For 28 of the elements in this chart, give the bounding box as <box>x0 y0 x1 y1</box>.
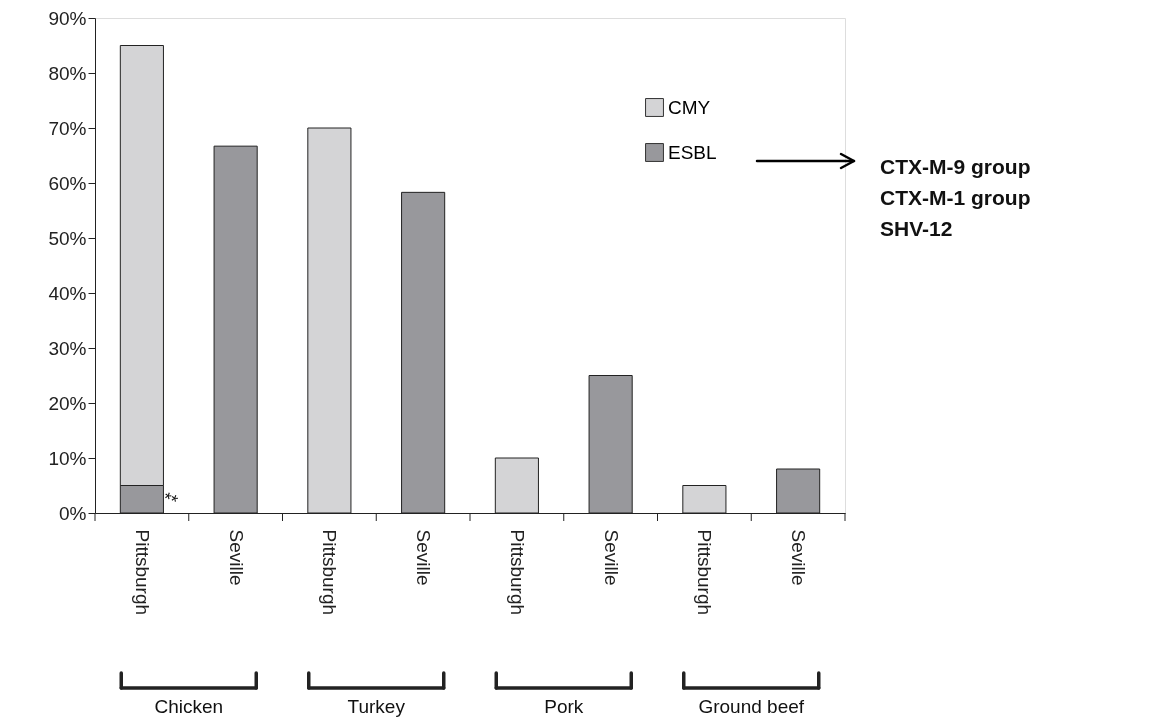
x-tick-label: Pittsburgh <box>131 529 153 616</box>
x-tick-label: Seville <box>600 529 622 586</box>
y-tick-label: 90% <box>48 7 87 29</box>
text: Ground beef <box>698 696 805 717</box>
x-tick-label: Pittsburgh <box>694 529 716 616</box>
text: Chicken <box>154 696 224 717</box>
y-tick-label: 50% <box>48 227 87 249</box>
annotation: ** <box>160 488 181 512</box>
y-tick-label: 30% <box>48 337 87 359</box>
text: Pork <box>544 696 584 717</box>
text: CTX-M-1 group <box>880 186 1031 209</box>
x-tick-label: Seville <box>788 529 810 586</box>
y-tick-label: 80% <box>48 62 87 84</box>
x-tick-label: Pittsburgh <box>319 529 341 616</box>
y-tick-label: 40% <box>48 282 87 304</box>
text: SHV-12 <box>880 217 953 240</box>
y-tick-label: 20% <box>48 392 87 414</box>
y-tick-label: 70% <box>48 117 87 139</box>
x-tick-label: Seville <box>225 529 247 586</box>
x-tick-label: Seville <box>413 529 435 586</box>
x-tick-label: Pittsburgh <box>506 529 528 616</box>
y-tick-label: 10% <box>48 447 87 469</box>
text: Turkey <box>347 696 406 717</box>
legend-label: ESBL <box>668 141 717 163</box>
text: CTX-M-9 group <box>880 155 1031 178</box>
y-tick-label: 60% <box>48 172 87 194</box>
legend-label: CMY <box>668 96 711 118</box>
y-tick-label: 0% <box>59 502 87 524</box>
